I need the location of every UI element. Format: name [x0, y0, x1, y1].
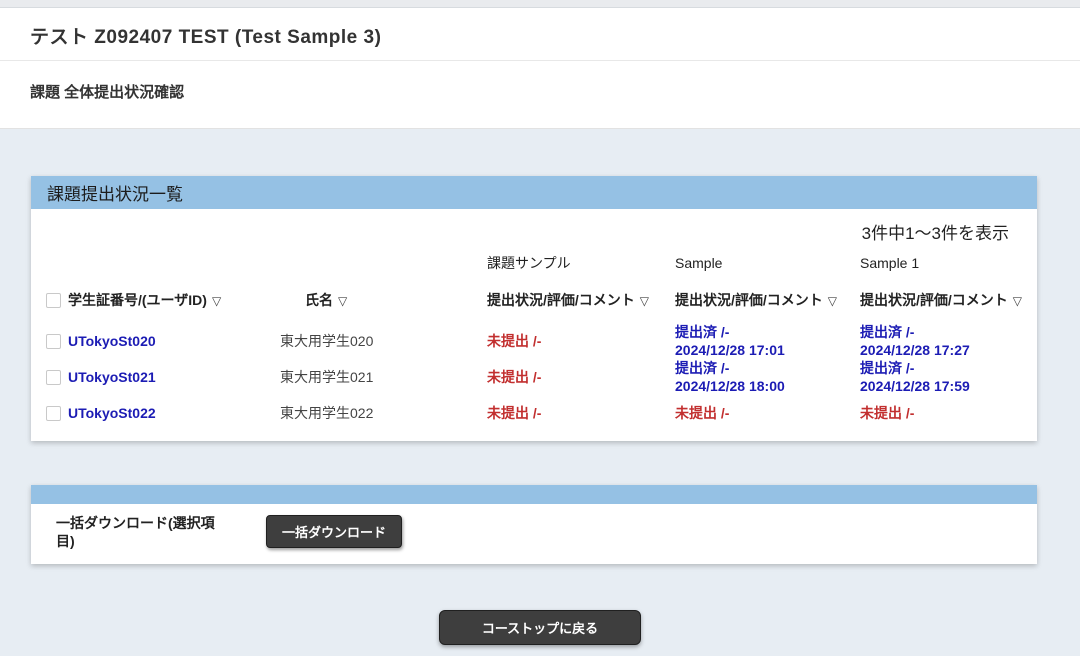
- course-title: テスト Z092407 TEST (Test Sample 3): [30, 27, 382, 48]
- panel-header-bar: 課題提出状況一覧: [31, 176, 1037, 209]
- status-cell[interactable]: 提出済 /- 2024/12/28 17:27: [860, 324, 970, 358]
- submission-status-panel: 課題提出状況一覧 3件中1〜3件を表示 課題サンプル Sample Sample…: [31, 176, 1037, 441]
- col-header-name: 氏名 ▽: [305, 292, 348, 308]
- back-to-course-top-button[interactable]: コーストップに戻る: [438, 610, 642, 646]
- window-top-strip: [0, 0, 1080, 8]
- bulk-download-header-bar: [31, 485, 1037, 504]
- col-header-student-id: 学生証番号/(ユーザID) ▽: [68, 292, 222, 308]
- assignment-name-row: 課題サンプル Sample Sample 1: [31, 253, 1037, 273]
- page-header: テスト Z092407 TEST (Test Sample 3) 課題 全体提出…: [0, 8, 1080, 129]
- status-cell[interactable]: 提出済 /- 2024/12/28 17:59: [860, 360, 970, 394]
- student-id-link[interactable]: UTokyoSt021: [68, 369, 156, 385]
- student-id-link[interactable]: UTokyoSt022: [68, 405, 156, 421]
- assignment-name: Sample: [675, 255, 723, 271]
- status-cell[interactable]: 提出済 /- 2024/12/28 18:00: [675, 360, 785, 394]
- sort-icon[interactable]: ▽: [1012, 294, 1023, 308]
- row-checkbox[interactable]: [46, 405, 61, 421]
- table-rows: UTokyoSt020 東大用学生020 未提出 /- 提出済 /- 2024/1…: [31, 323, 1037, 431]
- sort-icon[interactable]: ▽: [827, 294, 838, 308]
- bulk-download-body: 一括ダウンロード(選択項目) 一括ダウンロード: [31, 504, 1037, 564]
- student-id-link[interactable]: UTokyoSt020: [68, 333, 156, 349]
- header-divider: [0, 60, 1080, 61]
- footer: コーストップに戻る: [0, 610, 1080, 646]
- select-all-checkbox[interactable]: [46, 292, 61, 308]
- page-title: 課題 全体提出状況確認: [30, 84, 185, 101]
- col-header-status: 提出状況/評価/コメント ▽: [860, 292, 1023, 308]
- student-name: 東大用学生020: [280, 333, 374, 349]
- bulk-download-panel: 一括ダウンロード(選択項目) 一括ダウンロード: [31, 485, 1037, 565]
- sort-icon[interactable]: ▽: [338, 294, 348, 308]
- panel-body: 3件中1〜3件を表示 課題サンプル Sample Sample 1 学生証番号/…: [31, 209, 1037, 441]
- student-name: 東大用学生022: [280, 405, 374, 421]
- table-row: UTokyoSt020 東大用学生020 未提出 /- 提出済 /- 2024/1…: [31, 323, 1037, 359]
- status-cell[interactable]: 未提出 /-: [860, 405, 915, 421]
- row-checkbox[interactable]: [46, 333, 61, 349]
- table-header-row: 学生証番号/(ユーザID) ▽ 氏名 ▽ 提出状況/評価/コメント ▽ 提出状況/評価…: [31, 289, 1037, 311]
- status-cell[interactable]: 未提出 /-: [487, 405, 542, 421]
- status-cell[interactable]: 未提出 /-: [487, 333, 542, 349]
- assignment-name: 課題サンプル: [487, 255, 571, 271]
- bulk-download-button[interactable]: 一括ダウンロード: [266, 515, 403, 548]
- sort-icon[interactable]: ▽: [639, 294, 650, 308]
- assignment-name: Sample 1: [860, 255, 920, 271]
- status-cell[interactable]: 提出済 /- 2024/12/28 17:01: [675, 324, 785, 358]
- student-name: 東大用学生021: [280, 369, 374, 385]
- row-checkbox[interactable]: [46, 369, 61, 385]
- table-row: UTokyoSt021 東大用学生021 未提出 /- 提出済 /- 2024/1…: [31, 359, 1037, 395]
- sort-icon[interactable]: ▽: [211, 294, 222, 308]
- count-display: 3件中1〜3件を表示: [861, 224, 1009, 243]
- col-header-status: 提出状況/評価/コメント ▽: [487, 292, 650, 308]
- status-cell[interactable]: 未提出 /-: [675, 405, 730, 421]
- panel-title: 課題提出状況一覧: [47, 185, 183, 204]
- bulk-download-label: 一括ダウンロード(選択項目): [56, 515, 215, 550]
- status-cell[interactable]: 未提出 /-: [487, 369, 542, 385]
- col-header-status: 提出状況/評価/コメント ▽: [675, 292, 838, 308]
- table-row: UTokyoSt022 東大用学生022 未提出 /- 未提出 /- 未提出 /…: [31, 395, 1037, 431]
